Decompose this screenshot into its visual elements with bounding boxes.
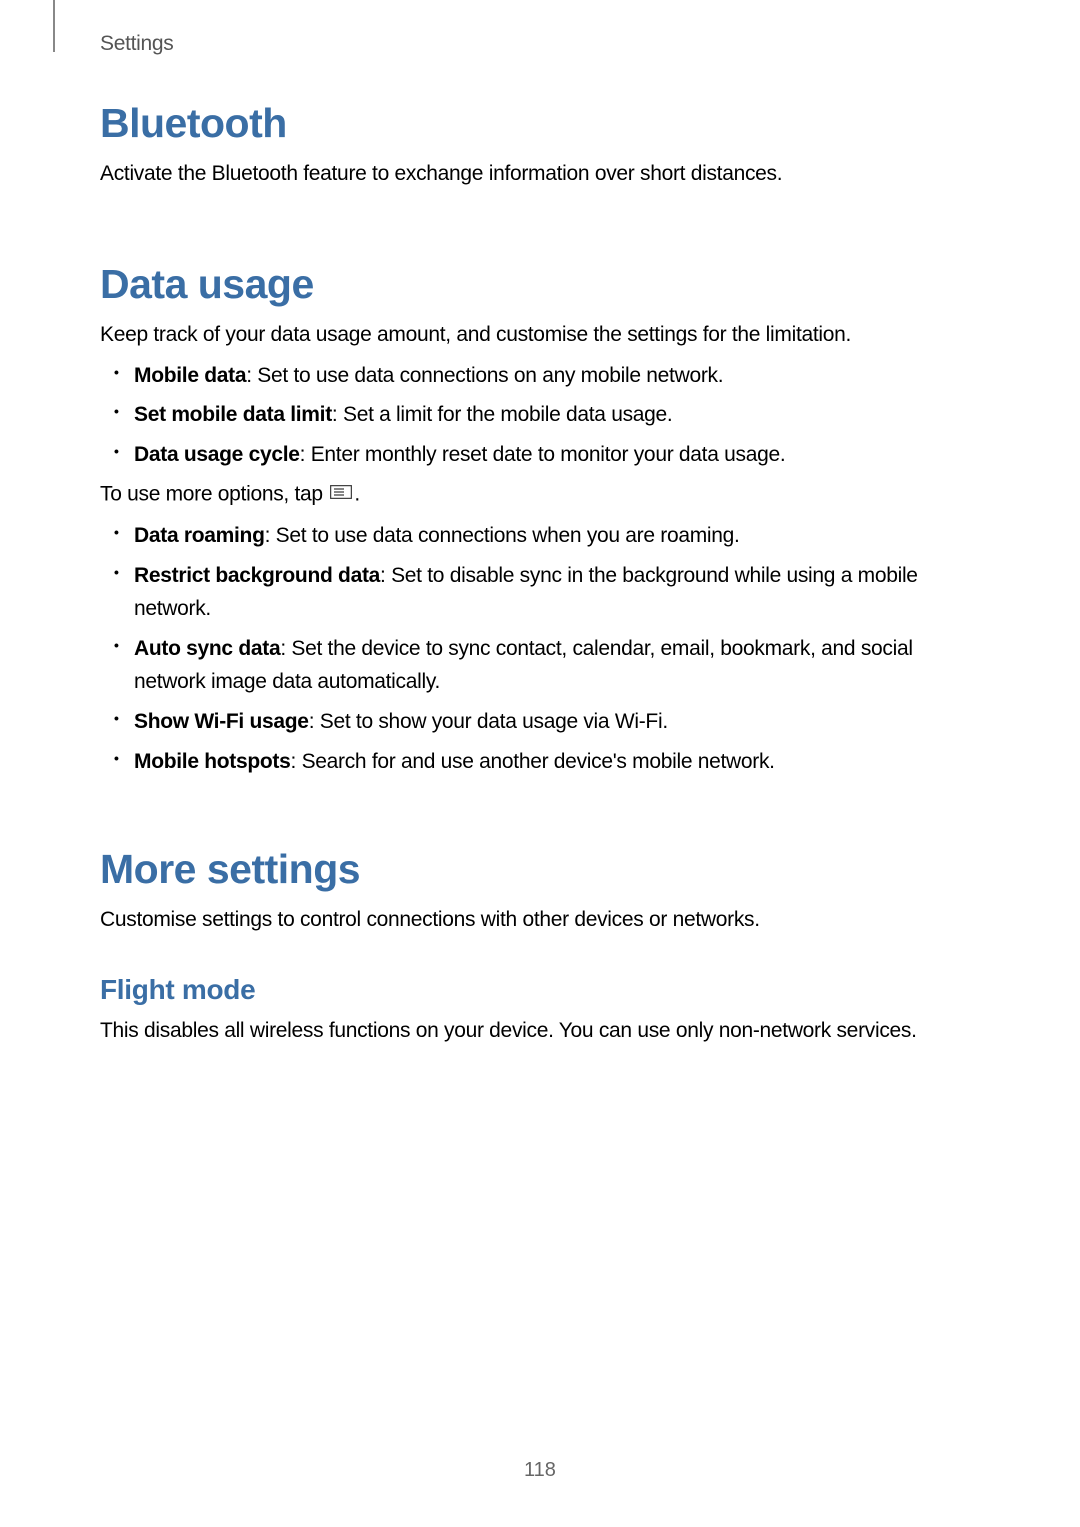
list-item: Data roaming: Set to use data connection… (134, 519, 980, 553)
list-item-desc: : Set to use data connections on any mob… (246, 364, 723, 387)
list-item-label: Mobile hotspots (134, 750, 291, 773)
list-item: Mobile hotspots: Search for and use anot… (134, 745, 980, 779)
subheading-flight-mode: Flight mode (100, 974, 980, 1006)
menu-icon (330, 478, 352, 508)
page-edge-mark (53, 0, 55, 52)
list-item-label: Data usage cycle (134, 443, 300, 466)
list-item: Data usage cycle: Enter monthly reset da… (134, 438, 980, 472)
list-item-label: Restrict background data (134, 564, 380, 587)
list-item: Mobile data: Set to use data connections… (134, 359, 980, 393)
page-number: 118 (0, 1459, 1080, 1482)
list-item-label: Data roaming (134, 524, 265, 547)
text-flight-mode: This disables all wireless functions on … (100, 1016, 980, 1046)
list-item-label: Set mobile data limit (134, 403, 332, 426)
list-item-desc: : Set a limit for the mobile data usage. (332, 403, 673, 426)
heading-bluetooth: Bluetooth (100, 100, 980, 147)
list-item-desc: : Search for and use another device's mo… (291, 750, 775, 773)
data-usage-list-2: Data roaming: Set to use data connection… (100, 519, 980, 778)
page-content: Bluetooth Activate the Bluetooth feature… (100, 100, 980, 1050)
list-item: Show Wi-Fi usage: Set to show your data … (134, 705, 980, 739)
list-item: Set mobile data limit: Set a limit for t… (134, 398, 980, 432)
breadcrumb: Settings (100, 32, 173, 56)
tap-prefix: To use more options, tap (100, 482, 328, 505)
text-tap-more-options: To use more options, tap . (100, 478, 980, 511)
heading-data-usage: Data usage (100, 261, 980, 308)
text-data-usage-intro: Keep track of your data usage amount, an… (100, 320, 980, 350)
list-item-desc: : Set to show your data usage via Wi-Fi. (309, 710, 668, 733)
list-item-desc: : Set to use data connections when you a… (265, 524, 740, 547)
list-item: Auto sync data: Set the device to sync c… (134, 632, 980, 699)
data-usage-list-1: Mobile data: Set to use data connections… (100, 359, 980, 472)
tap-suffix: . (354, 482, 360, 505)
list-item-label: Mobile data (134, 364, 246, 387)
heading-more-settings: More settings (100, 846, 980, 893)
text-bluetooth-intro: Activate the Bluetooth feature to exchan… (100, 159, 980, 189)
list-item: Restrict background data: Set to disable… (134, 559, 980, 626)
text-more-settings-intro: Customise settings to control connection… (100, 905, 980, 935)
list-item-label: Auto sync data (134, 637, 280, 660)
list-item-desc: : Enter monthly reset date to monitor yo… (300, 443, 786, 466)
list-item-label: Show Wi-Fi usage (134, 710, 309, 733)
